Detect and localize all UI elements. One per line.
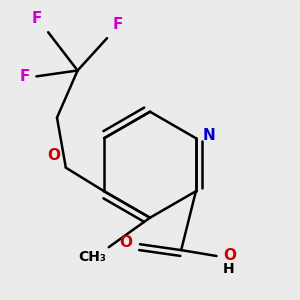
Text: F: F: [113, 17, 123, 32]
Text: F: F: [32, 11, 42, 26]
Text: N: N: [202, 128, 215, 143]
Text: F: F: [20, 69, 31, 84]
Text: CH₃: CH₃: [78, 250, 106, 264]
Text: O: O: [47, 148, 61, 163]
Text: O: O: [223, 248, 236, 262]
Text: O: O: [120, 235, 133, 250]
Text: H: H: [223, 262, 235, 276]
